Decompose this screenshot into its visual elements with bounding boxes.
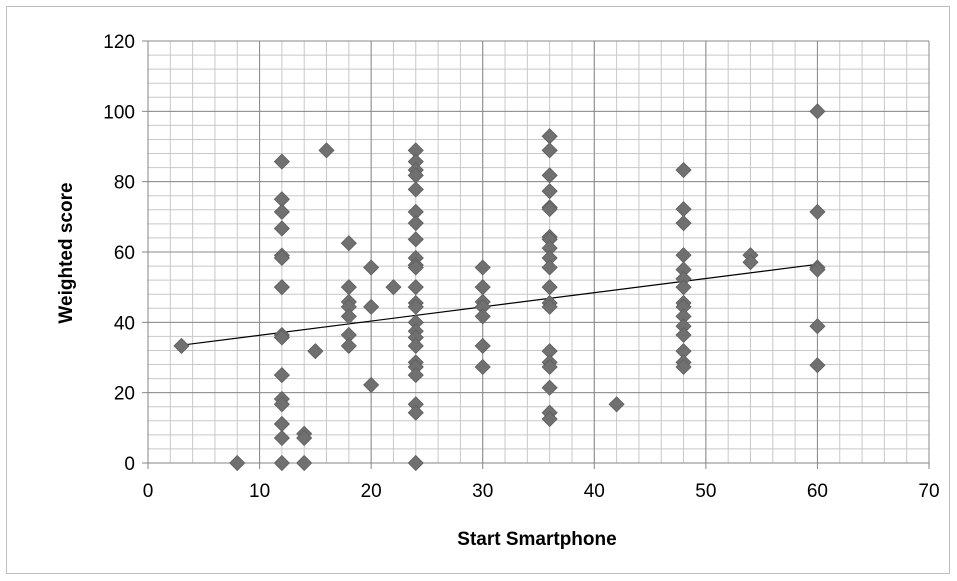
x-tick-label: 10 [249, 481, 270, 502]
data-point [809, 357, 826, 374]
data-point [407, 404, 424, 421]
data-point [474, 259, 491, 276]
data-point [474, 358, 491, 376]
data-point [296, 454, 313, 472]
data-point [675, 247, 692, 264]
data-point [742, 254, 759, 271]
data-point [229, 454, 246, 472]
data-point [407, 215, 424, 232]
data-point [273, 367, 290, 384]
data-point [541, 183, 558, 200]
data-point [809, 203, 826, 220]
data-point [541, 298, 558, 315]
data-point [608, 396, 625, 413]
data-point [675, 358, 692, 376]
data-point [363, 259, 380, 276]
data-point [273, 203, 290, 220]
data-point [273, 249, 290, 267]
data-point [809, 318, 826, 335]
data-point [675, 279, 692, 296]
data-point [407, 181, 424, 198]
data-point [474, 308, 491, 325]
trendline-group [181, 263, 818, 346]
data-point [273, 396, 290, 413]
data-point [474, 279, 491, 296]
x-tick-label: 50 [695, 481, 716, 502]
data-point [173, 337, 190, 354]
x-axis-title: Start Smartphone [457, 529, 616, 550]
data-point [307, 343, 324, 360]
data-point [273, 220, 290, 237]
x-tick-label: 70 [918, 481, 939, 502]
data-point [363, 298, 380, 315]
trendline [181, 263, 818, 346]
data-point [809, 261, 826, 278]
data-point [340, 279, 357, 296]
data-point [273, 454, 290, 472]
y-tick-label: 120 [103, 32, 135, 53]
x-tick-label: 60 [807, 481, 828, 502]
data-point [318, 142, 335, 159]
data-point [273, 415, 290, 433]
y-axis-title: Weighted score [56, 182, 77, 323]
data-point [541, 167, 558, 184]
data-point [675, 161, 692, 179]
data-point [296, 429, 313, 447]
x-tick-label: 20 [361, 481, 382, 502]
y-tick-label: 60 [114, 243, 135, 264]
data-point [340, 337, 357, 354]
data-point [541, 201, 558, 218]
data-point [809, 103, 826, 120]
x-tick-label: 30 [472, 481, 493, 502]
data-point [541, 279, 558, 296]
data-point [273, 329, 290, 346]
y-tick-label: 0 [124, 454, 135, 475]
x-tick-label: 0 [143, 481, 154, 502]
data-point [407, 337, 424, 354]
tick-labels: 0 10 20 30 40 50 60 70 0 20 40 60 80 100 120 [103, 32, 939, 502]
data-point [407, 279, 424, 296]
data-point [273, 429, 290, 447]
data-points [173, 103, 826, 472]
data-point [474, 337, 491, 354]
data-point [541, 142, 558, 159]
data-point [541, 128, 558, 145]
y-tick-label: 40 [114, 313, 135, 334]
data-point [273, 153, 290, 170]
data-point [541, 410, 558, 428]
data-point [541, 358, 558, 376]
data-point [675, 326, 692, 344]
data-point [363, 376, 380, 393]
data-point [407, 259, 424, 276]
gridlines [147, 40, 930, 464]
data-point [273, 279, 290, 296]
data-point [407, 367, 424, 384]
data-point [407, 231, 424, 248]
data-point [541, 379, 558, 396]
data-point [407, 454, 424, 472]
y-tick-label: 20 [114, 384, 135, 405]
data-point [675, 201, 692, 218]
data-point [340, 235, 357, 252]
chart-area [6, 6, 950, 574]
data-point [385, 279, 402, 296]
data-point [340, 308, 357, 325]
data-point [541, 259, 558, 276]
y-tick-label: 100 [103, 102, 135, 123]
y-tick-label: 80 [114, 173, 135, 194]
x-tick-label: 40 [584, 481, 605, 502]
data-point [675, 215, 692, 232]
